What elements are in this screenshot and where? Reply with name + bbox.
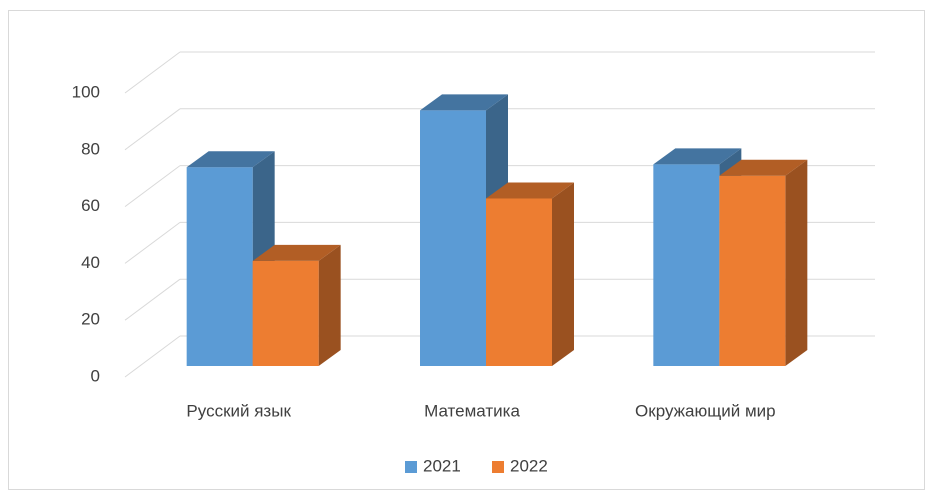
y-tick-label: 80 — [81, 139, 100, 158]
grid-diagonal — [124, 221, 181, 264]
grid-diagonal — [124, 278, 181, 321]
bar-top — [252, 244, 341, 261]
bar-top — [486, 182, 574, 199]
y-tick-label: 60 — [81, 196, 100, 215]
bar-top — [186, 151, 275, 168]
legend-label: 2022 — [510, 456, 548, 475]
x-tick-label: Русский язык — [186, 401, 291, 420]
bar-side — [552, 182, 574, 366]
bar-side — [785, 159, 808, 366]
bar-side — [318, 244, 341, 366]
bar-front — [420, 110, 486, 367]
y-tick-label: 100 — [72, 82, 100, 101]
bar-front — [486, 198, 552, 366]
grid-diagonal — [124, 165, 181, 208]
x-tick-label: Математика — [424, 401, 520, 420]
bar-front — [719, 175, 786, 366]
bar — [719, 159, 808, 366]
bar-top — [719, 159, 808, 176]
bar — [486, 182, 574, 366]
grid-diagonal — [124, 335, 181, 378]
bar — [252, 244, 341, 366]
grid-line — [124, 51, 875, 94]
legend-swatch — [492, 461, 504, 473]
grid-diagonal — [124, 108, 181, 151]
bar-front — [186, 167, 253, 366]
bar-front — [653, 164, 720, 366]
y-tick-label: 0 — [91, 366, 100, 385]
y-tick-label: 40 — [81, 253, 100, 272]
legend-swatch — [405, 461, 417, 473]
grid-line — [124, 108, 875, 151]
bar-top — [420, 94, 508, 111]
y-tick-label: 20 — [81, 310, 100, 329]
legend-label: 2021 — [423, 456, 461, 475]
bar-top — [653, 148, 742, 165]
bar-front — [252, 260, 319, 366]
x-tick-label: Окружающий мир — [635, 401, 776, 420]
grid-diagonal — [124, 51, 181, 94]
